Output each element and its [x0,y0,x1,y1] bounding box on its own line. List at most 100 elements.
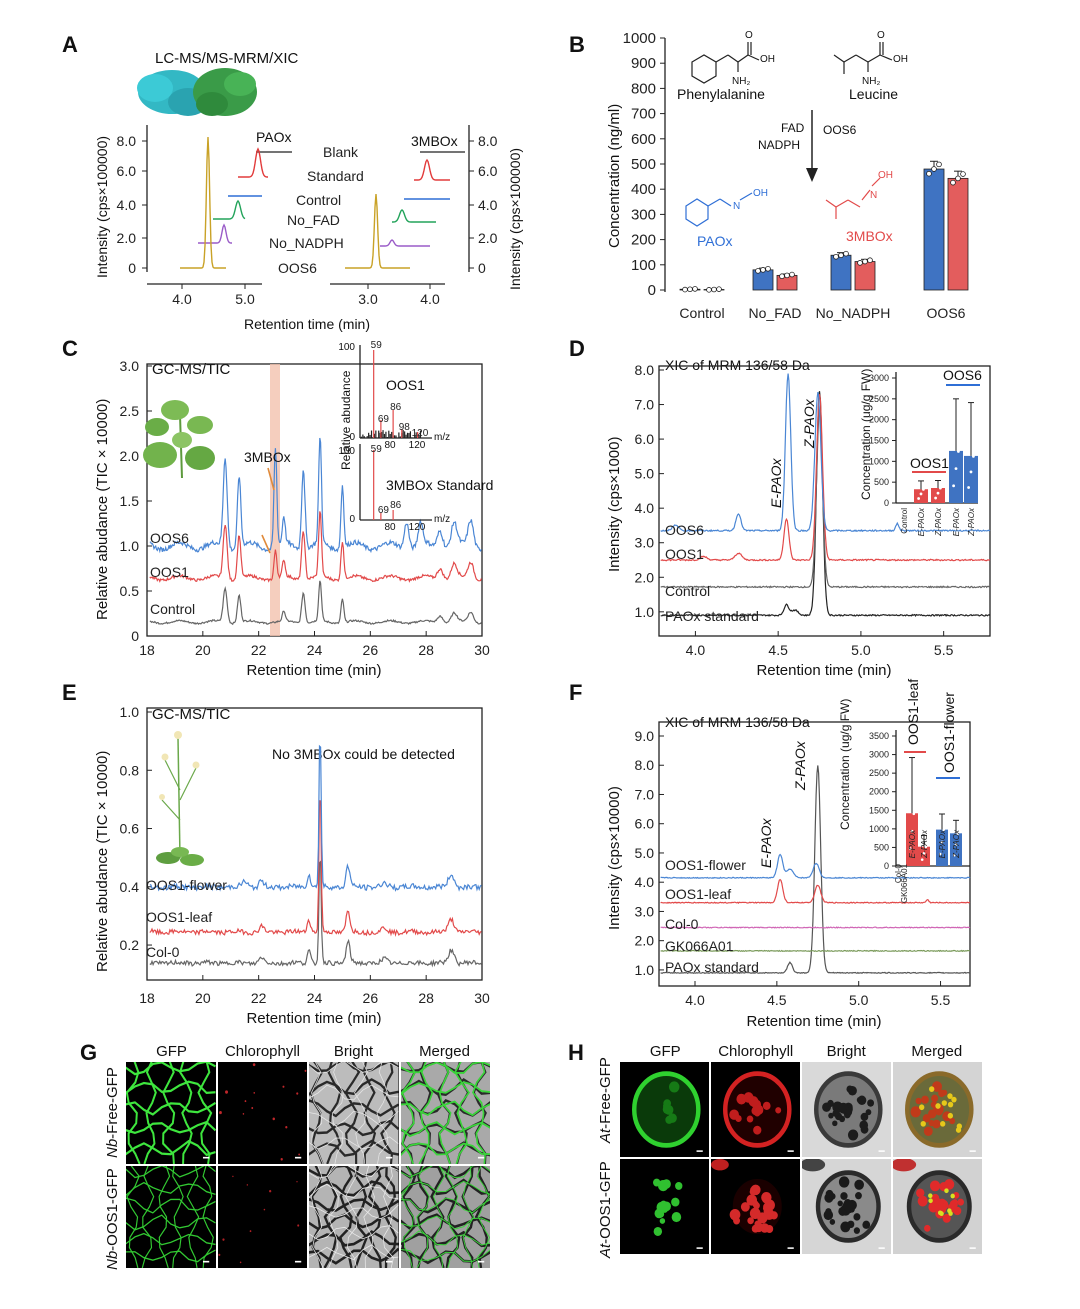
chloroplast [775,1107,782,1114]
cell-membrane [400,1215,490,1230]
cell-membrane [126,1139,216,1157]
cell-dot [295,1092,298,1095]
f-inset-category-label: Z-PAOx [952,829,961,859]
cell-membrane [172,1166,184,1268]
cell-membrane [382,1166,394,1268]
g-r1-bright-image [309,1062,399,1164]
a-trace-label: No_NADPH [269,235,344,251]
g-r1-merged [400,1062,490,1164]
cofactor-fad: FAD [781,121,805,135]
b-ytick-label: 600 [631,131,656,148]
chloroplast [751,1224,760,1233]
cell-membrane [126,1062,216,1076]
cell-membrane [309,1183,399,1200]
panel-d-title: XIC of MRM 136/58 Da [665,357,810,373]
panel-d-trace-labels: OOS6 OOS1 Control PAOx standard [665,522,759,624]
f-ytick-label: 9.0 [635,728,655,744]
f-inset-datapoint [954,843,958,846]
cell-dot [252,1091,255,1094]
panel-c: C GC-MS/TIC Relative abudance (TIC × 100… [62,336,493,679]
scale-bar [787,1150,794,1152]
g-r2-merged [400,1166,490,1268]
panel-h-image-grid [620,1062,982,1254]
merged-spot [950,1193,955,1199]
merged-spot [929,1086,935,1092]
g-r1-chlorophyll [217,1062,307,1164]
substrate-leucine: Leucine [849,86,898,102]
arabidopsis-plant-icon [156,731,204,866]
chloroplast [928,1119,935,1127]
merged-spot [955,1127,962,1133]
b-datapoint [692,286,698,292]
panel-d-peak-z: Z-PAOx [801,398,817,449]
panel-c-label: C [62,336,78,361]
a-right-ytick-label: 8.0 [478,133,498,149]
chloroplast [916,1188,925,1198]
h-r1-merged-image [893,1062,982,1157]
product-paox: PAOx [697,233,733,249]
chloroplast [910,1106,921,1118]
scale-bar [294,1260,301,1263]
g-r2-bright-image [309,1166,399,1268]
chloroplast [859,1120,869,1130]
inset-peak-label-top: 86 [390,402,402,413]
cell-dot [263,1208,265,1211]
chloroplast [747,1217,754,1225]
f-trace-label: OOS1-flower [665,857,746,873]
e-trace-label: OOS1-flower [146,877,227,893]
inset-peak-label-bottom: 59 [371,444,383,455]
chloroplast [659,1218,666,1224]
panel-f-peak-z: Z-PAOx [792,740,808,791]
cell-membrane [126,1197,216,1214]
cell-membrane [363,1166,375,1268]
cell-dot [296,1224,299,1227]
h-r2-bright [802,1159,891,1254]
e-trace-col0 [149,860,482,968]
panel-h-label: H [568,1040,584,1065]
f-inset-category-label: E-PAOx [938,829,947,858]
inset-tick-100a: 100 [338,342,355,353]
a-trace-nofad-r [392,209,436,223]
cell-membrane [126,1249,216,1263]
chloroplast [765,1224,774,1234]
cell-dot [268,1189,271,1193]
panel-d-inset: Concentration (ug/g FW) 3000 2500 2000 1500… [859,367,982,537]
inset-peak-label-bottom: 69 [378,505,390,516]
d-trace-label: Control [665,583,710,599]
cell-dot [218,1111,222,1115]
panel-e: E GC-MS/TIC No 3MBOx could be detected R… [62,680,490,1027]
chloroplast [853,1213,861,1221]
f-trace-oos1-leaf [660,878,971,904]
d-ytick-label: 3.0 [635,535,655,551]
cell-membrane [471,1062,486,1164]
cell-dot [249,1230,251,1233]
c-trace-control [149,580,482,626]
panel-e-xlabel: Retention time (min) [246,1010,381,1027]
f-inset-bar [936,829,948,866]
cell-membrane [126,1166,140,1268]
cell-membrane [362,1062,377,1164]
chloroplast [758,1213,765,1221]
f-inset-ytick-label: 3000 [869,750,889,760]
inset-xtick-120b: 120 [409,522,426,533]
inset-tick-100b: 100 [338,446,355,457]
b-datapoint [857,260,863,266]
merged-spot [944,1188,949,1194]
b-datapoint [755,268,761,274]
h-r1-bright-image [802,1062,891,1157]
d-trace-standard [660,391,991,617]
c-ytick-label: 2.0 [120,448,140,464]
cell-membrane [311,1062,324,1164]
cell-dot [281,1085,284,1088]
chloroplast [921,1095,929,1104]
panel-f-label: F [569,680,582,705]
b-ytick-label: 800 [631,80,656,97]
chloroplast [661,1179,671,1189]
scale-bar [878,1247,885,1249]
f-inset-datapoint [912,812,916,816]
d-trace-oos1 [660,394,991,562]
f-inset-ytick-label: 1500 [869,805,889,815]
panel-e-ylabel: Relative abudance (TIC × 10000) [94,751,111,972]
cell-membrane [367,1166,382,1268]
panel-g-label: G [80,1040,97,1065]
